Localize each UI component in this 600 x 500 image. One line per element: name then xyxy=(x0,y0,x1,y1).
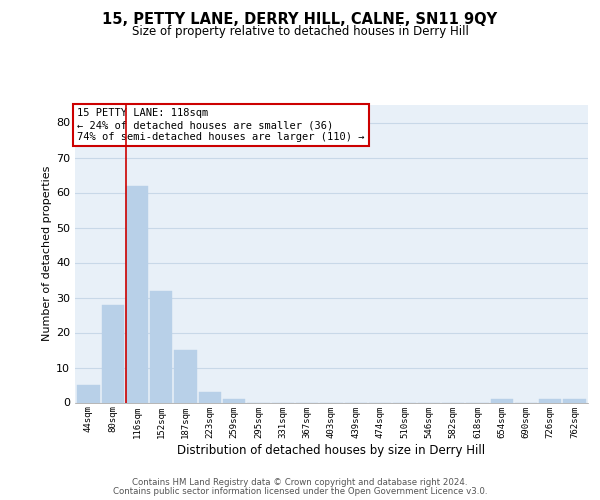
Bar xyxy=(563,399,586,402)
Bar xyxy=(101,304,124,402)
Text: Contains HM Land Registry data © Crown copyright and database right 2024.: Contains HM Land Registry data © Crown c… xyxy=(132,478,468,487)
Bar xyxy=(199,392,221,402)
Bar xyxy=(126,186,148,402)
Text: 15 PETTY LANE: 118sqm
← 24% of detached houses are smaller (36)
74% of semi-deta: 15 PETTY LANE: 118sqm ← 24% of detached … xyxy=(77,108,365,142)
Bar xyxy=(150,290,172,403)
Text: Contains public sector information licensed under the Open Government Licence v3: Contains public sector information licen… xyxy=(113,487,487,496)
Bar xyxy=(491,399,513,402)
Bar xyxy=(539,399,562,402)
X-axis label: Distribution of detached houses by size in Derry Hill: Distribution of detached houses by size … xyxy=(178,444,485,458)
Text: Size of property relative to detached houses in Derry Hill: Size of property relative to detached ho… xyxy=(131,25,469,38)
Bar xyxy=(175,350,197,403)
Y-axis label: Number of detached properties: Number of detached properties xyxy=(42,166,52,342)
Text: 15, PETTY LANE, DERRY HILL, CALNE, SN11 9QY: 15, PETTY LANE, DERRY HILL, CALNE, SN11 … xyxy=(103,12,497,28)
Bar xyxy=(223,399,245,402)
Bar xyxy=(77,385,100,402)
